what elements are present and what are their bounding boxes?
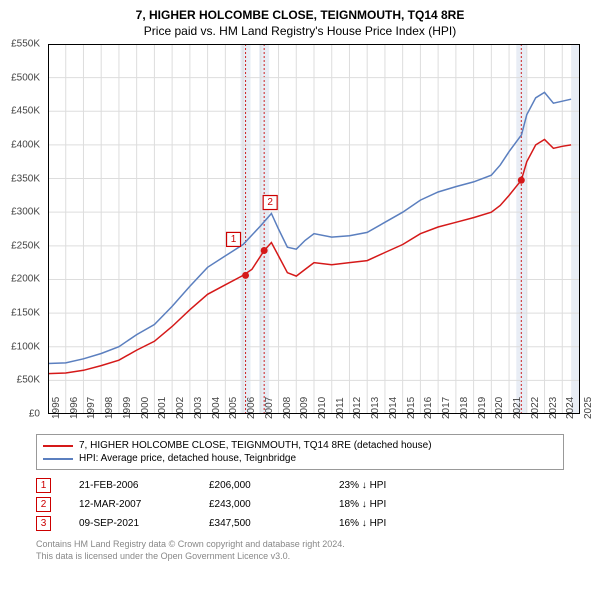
- x-tick-label: 2022: [530, 397, 541, 419]
- sale-marker: 2: [36, 497, 51, 512]
- legend-swatch: [43, 445, 73, 447]
- sale-row: 1 21-FEB-2006£206,00023% ↓ HPI: [36, 476, 564, 495]
- sale-diff: 18% ↓ HPI: [339, 499, 469, 510]
- sale-date: 09-SEP-2021: [79, 518, 209, 529]
- x-tick-label: 2005: [228, 397, 239, 419]
- chart-svg: 123: [48, 44, 580, 414]
- x-tick-label: 2014: [388, 397, 399, 419]
- x-tick-label: 2020: [494, 397, 505, 419]
- figure: 7, HIGHER HOLCOMBE CLOSE, TEIGNMOUTH, TQ…: [0, 0, 600, 590]
- x-tick-label: 2019: [477, 397, 488, 419]
- x-tick-label: 2012: [352, 397, 363, 419]
- sale-price: £206,000: [209, 480, 339, 491]
- y-tick-label: £550K: [0, 39, 40, 50]
- y-tick-label: £250K: [0, 240, 40, 251]
- x-tick-label: 2000: [140, 397, 151, 419]
- x-tick-label: 2021: [512, 397, 523, 419]
- y-tick-label: £300K: [0, 207, 40, 218]
- svg-text:1: 1: [231, 234, 237, 245]
- y-tick-label: £0: [0, 409, 40, 420]
- y-tick-label: £450K: [0, 106, 40, 117]
- x-tick-label: 2011: [335, 397, 346, 419]
- legend-item: HPI: Average price, detached house, Teig…: [43, 452, 557, 465]
- x-tick-label: 2024: [565, 397, 576, 419]
- subtitle: Price paid vs. HM Land Registry's House …: [0, 22, 600, 44]
- x-tick-label: 2006: [246, 397, 257, 419]
- x-tick-label: 2003: [193, 397, 204, 419]
- sale-row: 2 12-MAR-2007£243,00018% ↓ HPI: [36, 495, 564, 514]
- y-tick-label: £100K: [0, 341, 40, 352]
- y-tick-label: £500K: [0, 72, 40, 83]
- x-tick-label: 2023: [548, 397, 559, 419]
- sale-price: £347,500: [209, 518, 339, 529]
- x-tick-label: 1995: [51, 397, 62, 419]
- sale-date: 12-MAR-2007: [79, 499, 209, 510]
- x-tick-label: 2009: [299, 397, 310, 419]
- x-tick-label: 2007: [264, 397, 275, 419]
- sale-marker: 3: [36, 516, 51, 531]
- y-tick-label: £350K: [0, 173, 40, 184]
- y-tick-label: £150K: [0, 308, 40, 319]
- title: 7, HIGHER HOLCOMBE CLOSE, TEIGNMOUTH, TQ…: [0, 0, 600, 22]
- x-tick-label: 2025: [583, 397, 594, 419]
- sale-marker: 1: [36, 478, 51, 493]
- x-tick-label: 2016: [423, 397, 434, 419]
- x-tick-label: 2001: [157, 397, 168, 419]
- x-tick-label: 2002: [175, 397, 186, 419]
- sale-row: 3 09-SEP-2021£347,50016% ↓ HPI: [36, 514, 564, 533]
- footer-line-1: Contains HM Land Registry data © Crown c…: [36, 539, 564, 551]
- x-tick-label: 1997: [86, 397, 97, 419]
- x-tick-label: 2004: [211, 397, 222, 419]
- footer-line-2: This data is licensed under the Open Gov…: [36, 551, 564, 563]
- legend-item: 7, HIGHER HOLCOMBE CLOSE, TEIGNMOUTH, TQ…: [43, 439, 557, 452]
- y-tick-label: £50K: [0, 375, 40, 386]
- svg-text:2: 2: [267, 197, 273, 208]
- x-tick-label: 2010: [317, 397, 328, 419]
- sales-table: 1 21-FEB-2006£206,00023% ↓ HPI 2 12-MAR-200…: [36, 476, 564, 533]
- legend-label: 7, HIGHER HOLCOMBE CLOSE, TEIGNMOUTH, TQ…: [79, 440, 432, 451]
- chart-area: 123 £0£50K£100K£150K£200K£250K£300K£350K…: [48, 44, 580, 414]
- x-tick-label: 2018: [459, 397, 470, 419]
- x-tick-label: 2015: [406, 397, 417, 419]
- x-tick-label: 2013: [370, 397, 381, 419]
- legend-swatch: [43, 458, 73, 460]
- x-tick-label: 1998: [104, 397, 115, 419]
- x-tick-label: 1996: [69, 397, 80, 419]
- x-tick-label: 1999: [122, 397, 133, 419]
- sale-price: £243,000: [209, 499, 339, 510]
- legend: 7, HIGHER HOLCOMBE CLOSE, TEIGNMOUTH, TQ…: [36, 434, 564, 470]
- y-tick-label: £200K: [0, 274, 40, 285]
- x-tick-label: 2008: [282, 397, 293, 419]
- sale-diff: 23% ↓ HPI: [339, 480, 469, 491]
- y-tick-label: £400K: [0, 139, 40, 150]
- sale-date: 21-FEB-2006: [79, 480, 209, 491]
- legend-label: HPI: Average price, detached house, Teig…: [79, 453, 296, 464]
- sale-diff: 16% ↓ HPI: [339, 518, 469, 529]
- x-tick-label: 2017: [441, 397, 452, 419]
- footer: Contains HM Land Registry data © Crown c…: [36, 539, 564, 562]
